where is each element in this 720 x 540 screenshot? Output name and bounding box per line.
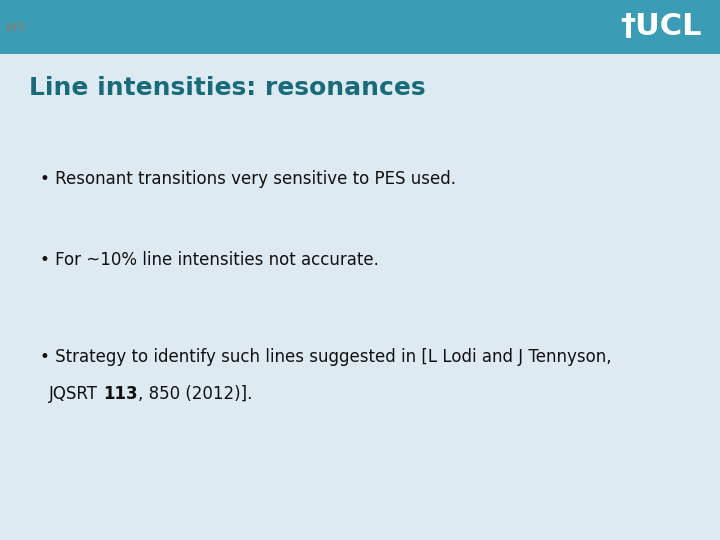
Bar <box>0 0 720 54</box>
Text: erc: erc <box>6 20 27 34</box>
Text: • Strategy to identify such lines suggested in [L Lodi and J Tennyson,: • Strategy to identify such lines sugges… <box>40 348 611 366</box>
Text: , 850 (2012)].: , 850 (2012)]. <box>138 385 252 403</box>
Text: • Resonant transitions very sensitive to PES used.: • Resonant transitions very sensitive to… <box>40 170 456 188</box>
Text: †UCL: †UCL <box>621 12 702 42</box>
Text: 113: 113 <box>103 385 138 403</box>
Text: • For ~10% line intensities not accurate.: • For ~10% line intensities not accurate… <box>40 251 379 269</box>
Text: Line intensities: resonances: Line intensities: resonances <box>29 76 426 99</box>
Text: JQSRT: JQSRT <box>49 385 103 403</box>
